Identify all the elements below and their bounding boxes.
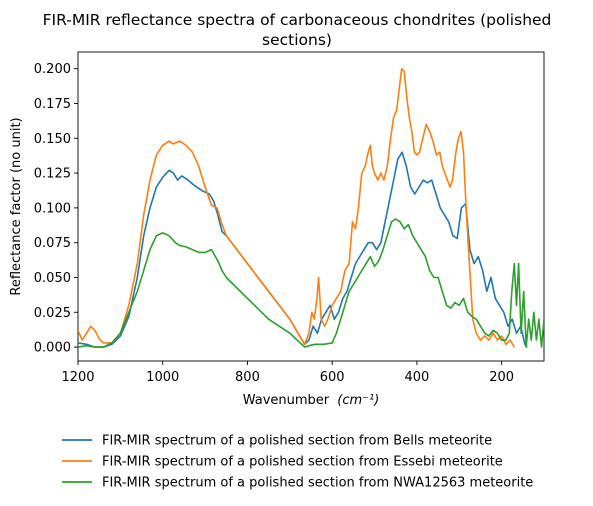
x-tick-label: 1000 <box>146 370 179 385</box>
chart-title: FIR-MIR reflectance spectra of carbonace… <box>43 11 552 49</box>
series-line-2 <box>78 67 515 348</box>
legend-label-3: FIR-MIR spectrum of a polished section f… <box>102 476 533 491</box>
plot-area-frame <box>77 51 545 362</box>
series-lines <box>78 67 544 348</box>
x-axis-ticks: 1200 1000 800 600 400 200 <box>61 361 514 385</box>
x-axis-label-unit: (cm⁻¹) <box>337 393 379 408</box>
y-tick-label: 0.125 <box>34 167 71 182</box>
series-line-1 <box>78 151 528 348</box>
y-tick-label: 0.000 <box>34 341 71 356</box>
series-line-3 <box>78 218 544 348</box>
y-tick-label: 0.150 <box>34 132 71 147</box>
y-axis-ticks: 0.000 0.025 0.050 0.075 0.100 0.125 0.150 0.175… <box>34 62 78 356</box>
legend-label-1: FIR-MIR spectrum of a polished section f… <box>102 434 492 449</box>
chart-title-line-1: FIR-MIR reflectance spectra of carbonace… <box>43 11 552 29</box>
y-axis-label: Reflectance factor (no unit) <box>9 117 24 295</box>
y-tick-label: 0.175 <box>34 97 71 112</box>
x-axis-label-text: Wavenumber <box>243 393 330 408</box>
y-tick-label: 0.025 <box>34 306 71 321</box>
legend-label-2: FIR-MIR spectrum of a polished section f… <box>102 455 503 470</box>
legend: FIR-MIR spectrum of a polished section f… <box>62 434 533 491</box>
x-tick-label: 200 <box>489 370 514 385</box>
y-tick-label: 0.100 <box>34 201 71 216</box>
y-tick-label: 0.075 <box>34 236 71 251</box>
x-tick-label: 1200 <box>61 370 94 385</box>
x-axis-label: Wavenumber (cm⁻¹) <box>243 393 380 408</box>
y-tick-label: 0.200 <box>34 62 71 77</box>
x-tick-label: 600 <box>320 370 345 385</box>
x-tick-label: 800 <box>235 370 260 385</box>
x-tick-label: 400 <box>404 370 429 385</box>
chart-title-line-2: sections) <box>262 31 332 49</box>
y-tick-label: 0.050 <box>34 271 71 286</box>
